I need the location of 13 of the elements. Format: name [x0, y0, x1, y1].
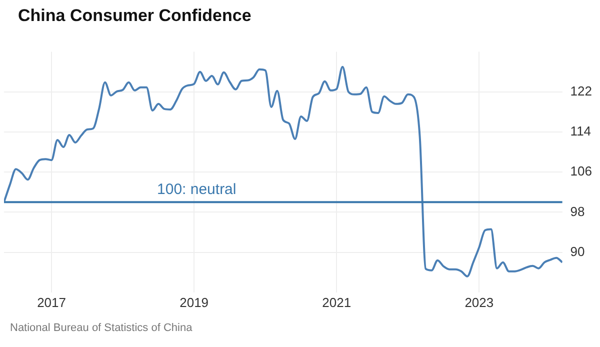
text: National Bureau of Statistics of China [10, 322, 192, 334]
x-tick-label: 2023 [464, 294, 494, 310]
y-tick-label: 106 [570, 164, 592, 179]
line-series [4, 66, 562, 278]
chart-title: China Consumer Confidence [18, 6, 252, 26]
y-tick-label: 90 [570, 244, 585, 259]
y-tick-label: 98 [570, 204, 585, 219]
y-tick-label: 114 [570, 124, 592, 139]
x-tick-label: 2017 [37, 294, 66, 310]
y-tick-label: 122 [570, 83, 592, 98]
ref-line-label: 100: neutral [157, 180, 236, 198]
x-tick-label: 2021 [322, 294, 352, 310]
x-tick-label: 2019 [180, 294, 209, 310]
